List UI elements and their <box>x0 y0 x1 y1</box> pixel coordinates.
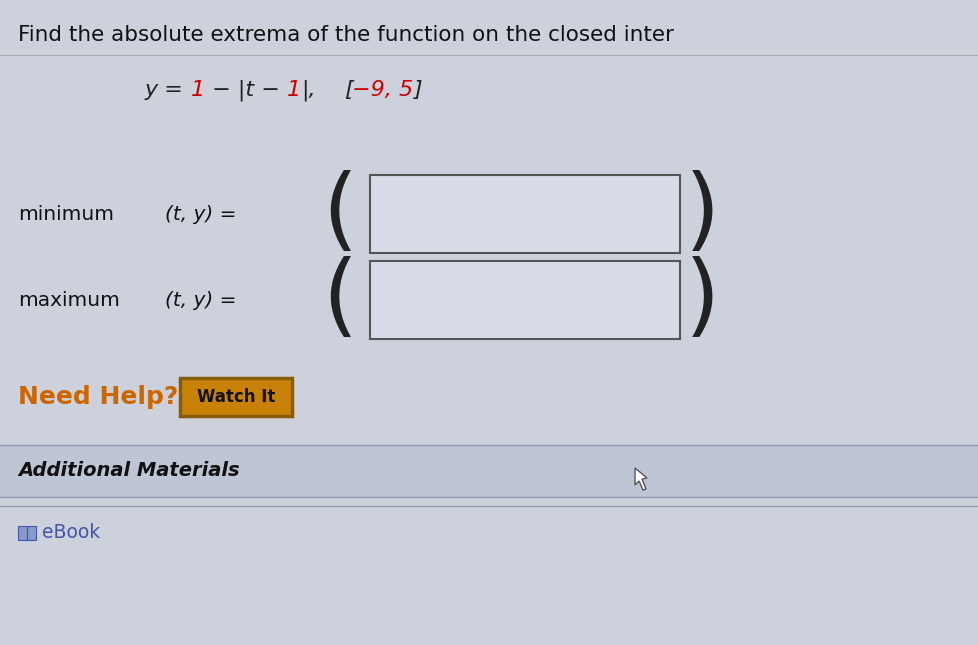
Text: 1: 1 <box>191 80 205 100</box>
Text: Watch It: Watch It <box>197 388 275 406</box>
FancyBboxPatch shape <box>180 378 291 416</box>
Bar <box>18 526 27 540</box>
Text: − |t −: − |t − <box>205 79 287 101</box>
Text: (t, y) =: (t, y) = <box>165 204 237 224</box>
Bar <box>370 175 680 253</box>
Text: |,: |, <box>301 79 316 101</box>
Bar <box>370 261 680 339</box>
Text: 1: 1 <box>287 80 301 100</box>
Text: −9, 5: −9, 5 <box>352 80 413 100</box>
Text: y =: y = <box>145 80 191 100</box>
Text: ): ) <box>685 256 720 344</box>
Text: ]: ] <box>413 80 422 100</box>
Text: (: ( <box>322 170 357 258</box>
Text: eBook: eBook <box>42 522 100 542</box>
Text: (t, y) =: (t, y) = <box>165 290 237 310</box>
Text: Additional Materials: Additional Materials <box>18 462 240 481</box>
Text: Find the absolute extrema of the function on the closed inter: Find the absolute extrema of the functio… <box>18 25 673 45</box>
Text: maximum: maximum <box>18 290 119 310</box>
Text: (: ( <box>322 256 357 344</box>
Text: ): ) <box>685 170 720 258</box>
Text: [: [ <box>343 80 352 100</box>
Text: Need Help?: Need Help? <box>18 385 178 409</box>
Bar <box>27 526 36 540</box>
Polygon shape <box>635 468 646 490</box>
Text: minimum: minimum <box>18 204 113 224</box>
Bar <box>0 445 978 497</box>
